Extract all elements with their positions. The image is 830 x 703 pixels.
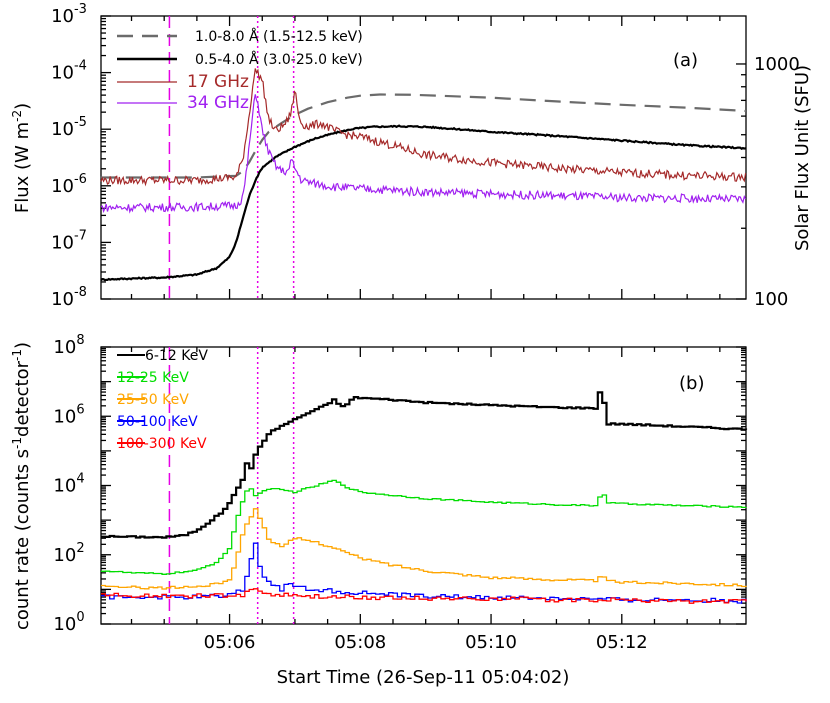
panel-a-series	[100, 68, 747, 282]
y-tick-label: 10-6	[51, 172, 87, 197]
panel-a-legend: 1.0-8.0 Å (1.5-12.5 keV) 0.5-4.0 Å (3.0-2…	[117, 28, 363, 113]
panel-b-series	[101, 391, 748, 604]
y-tick-label: 102	[53, 541, 84, 566]
panel-b-label: (b)	[679, 373, 704, 394]
x-tick-label: 05:08	[334, 632, 386, 653]
panel-a-event-lines	[168, 16, 295, 299]
y-tick-label: 10-8	[51, 285, 87, 310]
legend-label: 6-12 KeV	[145, 348, 208, 364]
x-tick-label: 05:10	[465, 632, 517, 653]
y-tick-label: 104	[53, 472, 84, 497]
series-line-34-ghz	[100, 94, 747, 214]
panel-b-event-lines	[168, 347, 295, 624]
series-step-6-12-kev	[101, 391, 748, 539]
panel-a-label: (a)	[673, 50, 698, 71]
y-tick-label: 10-7	[51, 228, 87, 253]
y2-tick-label: 100	[754, 289, 788, 310]
panel-b-x-ticks: 05:06 05:08 05:10 05:12	[130, 347, 721, 653]
legend-label: 1.0-8.0 Å (1.5-12.5 keV)	[195, 28, 363, 45]
y-tick-label: 100	[53, 610, 84, 635]
legend-label: 0.5-4.0 Å (3.0-25.0 keV)	[195, 51, 363, 68]
y-tick-label: 10-4	[51, 59, 87, 84]
x-tick-label: 05:12	[596, 632, 648, 653]
x-tick-label: 05:06	[204, 632, 256, 653]
panel-b-y-ticks: 100 102 104 106 108	[53, 333, 746, 635]
y-tick-label: 10-5	[51, 115, 87, 140]
series-step-12-25-kev	[101, 479, 747, 575]
legend-label: 34 GHz	[187, 93, 249, 113]
series-line-1-0-8-0-1-5-12-5-kev-	[100, 93, 747, 179]
panel-a-y2label: Solar Flux Unit (SFU)	[792, 65, 813, 251]
legend-label: 100-300 KeV	[117, 436, 207, 452]
legend-label: 12-25 KeV	[117, 370, 189, 386]
legend-label: 17 GHz	[187, 72, 249, 92]
series-line-0-5-4-0-3-0-25-0-kev-	[100, 124, 746, 282]
panel-b-ylabel: count rate (counts s-1detector-1)	[10, 342, 33, 630]
x-axis-label: Start Time (26-Sep-11 05:04:02)	[277, 667, 570, 688]
series-line-17-ghz	[100, 68, 747, 187]
y-tick-label: 106	[53, 402, 84, 427]
panel-a-y-ticks: 10-8 10-7 10-6 10-5 10-4 10-3	[51, 2, 111, 310]
legend-label: 25-50 KeV	[117, 392, 189, 408]
series-step-25-50-kev	[101, 508, 747, 590]
panel-a-x-ticks	[130, 16, 721, 299]
y2-tick-label: 1000	[754, 54, 800, 75]
series-step-100-300-kev	[101, 588, 747, 604]
panel-b: 05:06 05:08 05:10 05:12 100 102 104 106 108 6-1…	[10, 333, 748, 653]
panel-a-ylabel: Flux (W m-2)	[10, 103, 33, 213]
panel-a: 10-8 10-7 10-6 10-5 10-4 10-3 100 1000 1.0-8.0…	[10, 2, 813, 310]
legend-label: 50-100 KeV	[117, 414, 198, 430]
y-tick-label: 10-3	[51, 2, 87, 27]
panel-a-y2-ticks: 100 1000	[736, 54, 800, 310]
y-tick-label: 108	[53, 333, 84, 358]
panel-b-legend: 6-12 KeV 12-25 KeV 25-50 KeV 50-100 KeV 100-…	[117, 348, 208, 452]
